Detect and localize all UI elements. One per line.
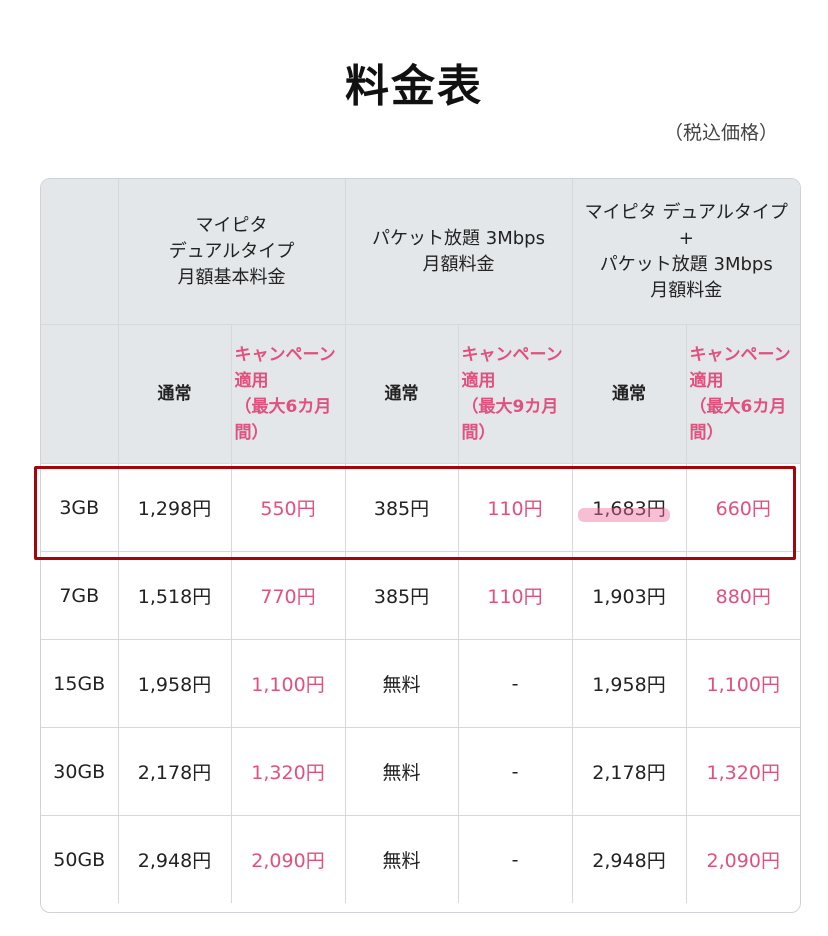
sub-header-packet-campaign: キャンペーン適用 （最大9カ月間） bbox=[457, 324, 573, 464]
plan-cell: 50GB bbox=[41, 815, 119, 903]
sub-header-packet-normal: 通常 bbox=[344, 324, 459, 464]
total-normal-cell: 1,903円 bbox=[571, 551, 687, 640]
packet-campaign-cell: 110円 bbox=[457, 463, 573, 552]
base-campaign-cell: 1,320円 bbox=[230, 727, 346, 816]
sub-header-base-campaign: キャンペーン適用 （最大6カ月間） bbox=[230, 324, 346, 464]
base-campaign-cell: 770円 bbox=[230, 551, 346, 640]
tax-note: （税込価格） bbox=[663, 122, 778, 144]
header-base-fee: マイピタ デュアルタイプ 月額基本料金 bbox=[117, 179, 346, 325]
total-normal-cell: 1,683円 bbox=[571, 463, 687, 552]
packet-campaign-cell: - bbox=[457, 639, 573, 728]
total-campaign-cell: 1,100円 bbox=[685, 639, 800, 728]
base-normal-cell: 2,178円 bbox=[117, 727, 232, 816]
highlight-box bbox=[34, 466, 796, 560]
total-campaign-cell: 660円 bbox=[685, 463, 800, 552]
sub-header-corner bbox=[41, 324, 119, 464]
plan-cell: 3GB bbox=[41, 463, 119, 552]
sub-header-total-campaign: キャンペーン適用 （最大6カ月間） bbox=[685, 324, 800, 464]
total-campaign-cell: 1,320円 bbox=[685, 727, 800, 816]
page-title: 料金表 bbox=[345, 61, 483, 112]
total-normal-cell: 2,178円 bbox=[571, 727, 687, 816]
total-normal-cell: 2,948円 bbox=[571, 815, 687, 903]
packet-normal-cell: 無料 bbox=[344, 639, 459, 728]
packet-normal-cell: 無料 bbox=[344, 815, 459, 903]
table-row: 15GB 1,958円 1,100円 無料 - 1,958円 1,100円 bbox=[41, 639, 800, 728]
table-row: 50GB 2,948円 2,090円 無料 - 2,948円 2,090円 bbox=[41, 815, 800, 903]
header-combined-fee: マイピタ デュアルタイプ + パケット放題 3Mbps 月額料金 bbox=[571, 179, 800, 325]
base-normal-cell: 2,948円 bbox=[117, 815, 232, 903]
sub-header-base-normal: 通常 bbox=[117, 324, 232, 464]
header-corner bbox=[41, 179, 119, 325]
sub-header-total-normal: 通常 bbox=[571, 324, 687, 464]
packet-normal-cell: 385円 bbox=[344, 463, 459, 552]
packet-campaign-cell: - bbox=[457, 727, 573, 816]
total-normal-cell: 1,958円 bbox=[571, 639, 687, 728]
sub-header-row: 通常 キャンペーン適用 （最大6カ月間） 通常 キャンペーン適用 （最大9カ月間… bbox=[41, 324, 800, 464]
total-campaign-cell: 880円 bbox=[685, 551, 800, 640]
header-packet-fee: パケット放題 3Mbps 月額料金 bbox=[344, 179, 573, 325]
base-normal-cell: 1,958円 bbox=[117, 639, 232, 728]
packet-campaign-cell: - bbox=[457, 815, 573, 903]
base-campaign-cell: 1,100円 bbox=[230, 639, 346, 728]
base-campaign-cell: 2,090円 bbox=[230, 815, 346, 903]
table-row: 7GB 1,518円 770円 385円 110円 1,903円 880円 bbox=[41, 551, 800, 640]
plan-cell: 15GB bbox=[41, 639, 119, 728]
total-campaign-cell: 2,090円 bbox=[685, 815, 800, 903]
table-row: 3GB 1,298円 550円 385円 110円 1,683円 660円 bbox=[41, 463, 800, 552]
plan-cell: 7GB bbox=[41, 551, 119, 640]
price-table: マイピタ デュアルタイプ 月額基本料金 パケット放題 3Mbps 月額料金 マイ… bbox=[40, 178, 801, 913]
packet-normal-cell: 385円 bbox=[344, 551, 459, 640]
table-row: 30GB 2,178円 1,320円 無料 - 2,178円 1,320円 bbox=[41, 727, 800, 816]
base-campaign-cell: 550円 bbox=[230, 463, 346, 552]
highlighter-mark bbox=[578, 508, 670, 522]
plan-cell: 30GB bbox=[41, 727, 119, 816]
base-normal-cell: 1,518円 bbox=[117, 551, 232, 640]
packet-normal-cell: 無料 bbox=[344, 727, 459, 816]
packet-campaign-cell: 110円 bbox=[457, 551, 573, 640]
group-header-row: マイピタ デュアルタイプ 月額基本料金 パケット放題 3Mbps 月額料金 マイ… bbox=[41, 179, 800, 325]
